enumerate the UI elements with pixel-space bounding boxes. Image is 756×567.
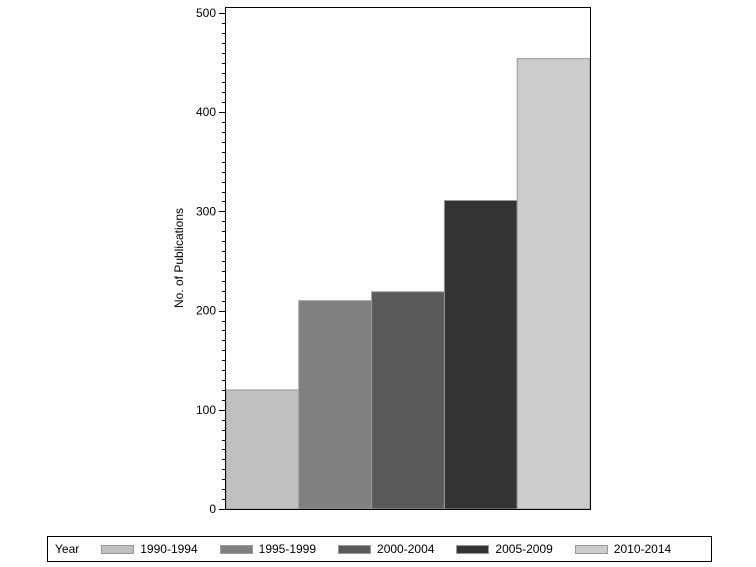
y-axis-title: No. of Publications <box>172 208 186 308</box>
bar-1995-1999 <box>298 300 373 510</box>
y-tick-label: 200 <box>196 304 216 318</box>
legend-item-2000-2004: 2000-2004 <box>338 542 434 556</box>
y-tick-label: 400 <box>196 105 216 119</box>
legend-swatch <box>219 544 253 554</box>
legend-title: Year <box>55 542 80 556</box>
legend-item-2010-2014: 2010-2014 <box>574 542 672 556</box>
y-axis: 0 100 200 300 400 500 <box>196 6 226 516</box>
bar-2000-2004 <box>371 291 445 510</box>
legend-item-1995-1999: 1995-1999 <box>219 542 317 556</box>
legend-label: 2005-2009 <box>495 542 553 556</box>
y-tick-label: 0 <box>209 502 216 516</box>
legend-swatch <box>338 544 372 554</box>
legend-label: 2010-2014 <box>613 542 672 556</box>
bar-2005-2009 <box>443 199 518 510</box>
legend: Year 1990-1994 1995-1999 2000-2004 2005-200… <box>47 536 712 562</box>
legend-label: 1995-1999 <box>258 542 317 556</box>
legend-label: 2000-2004 <box>377 542 435 556</box>
legend-swatch <box>456 544 490 554</box>
y-tick-label: 100 <box>196 403 216 417</box>
legend-item-1990-1994: 1990-1994 <box>101 542 198 556</box>
bars-group <box>225 58 591 510</box>
bar-1990-1994 <box>225 389 300 510</box>
legend-swatch <box>101 544 135 554</box>
plot-frame <box>225 7 591 510</box>
y-tick-label: 500 <box>196 6 216 20</box>
bar-2010-2014 <box>516 58 591 510</box>
legend-swatch <box>574 544 608 554</box>
legend-item-2005-2009: 2005-2009 <box>456 542 553 556</box>
legend-label: 1990-1994 <box>140 542 198 556</box>
y-tick-label: 300 <box>196 204 216 218</box>
